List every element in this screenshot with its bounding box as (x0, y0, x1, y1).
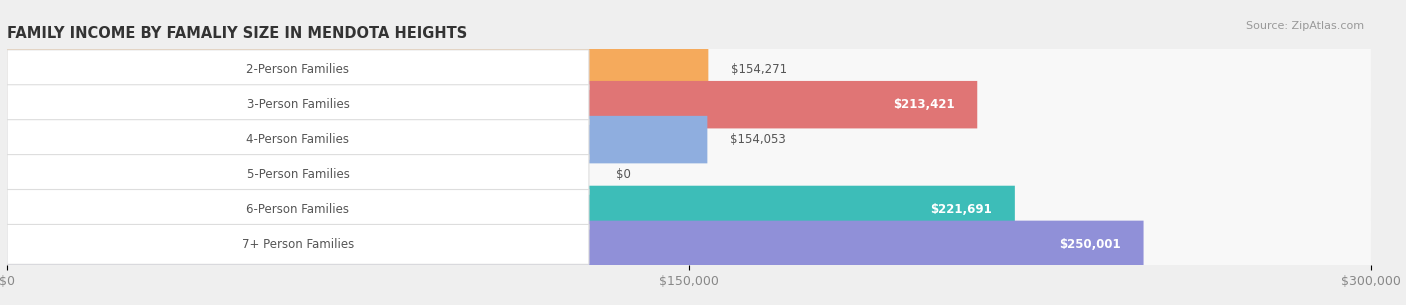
FancyBboxPatch shape (7, 155, 589, 195)
Text: Source: ZipAtlas.com: Source: ZipAtlas.com (1246, 21, 1364, 31)
Text: $154,271: $154,271 (731, 63, 787, 76)
Text: $213,421: $213,421 (893, 98, 955, 111)
FancyBboxPatch shape (7, 224, 589, 264)
Text: $0: $0 (616, 168, 631, 181)
Text: 6-Person Families: 6-Person Families (246, 203, 350, 216)
Text: 5-Person Families: 5-Person Families (246, 168, 350, 181)
Text: $154,053: $154,053 (730, 133, 786, 146)
FancyBboxPatch shape (7, 221, 1143, 268)
Text: 7+ Person Families: 7+ Person Families (242, 238, 354, 251)
Text: 3-Person Families: 3-Person Families (246, 98, 350, 111)
Text: 2-Person Families: 2-Person Families (246, 63, 350, 76)
FancyBboxPatch shape (7, 116, 1371, 163)
Text: $221,691: $221,691 (931, 203, 993, 216)
FancyBboxPatch shape (7, 151, 1371, 198)
FancyBboxPatch shape (7, 221, 1371, 268)
FancyBboxPatch shape (7, 85, 589, 125)
FancyBboxPatch shape (7, 186, 1371, 233)
Text: 4-Person Families: 4-Person Families (246, 133, 350, 146)
Text: FAMILY INCOME BY FAMALIY SIZE IN MENDOTA HEIGHTS: FAMILY INCOME BY FAMALIY SIZE IN MENDOTA… (7, 26, 467, 41)
Text: $250,001: $250,001 (1059, 238, 1121, 251)
FancyBboxPatch shape (7, 50, 589, 90)
FancyBboxPatch shape (7, 116, 707, 163)
FancyBboxPatch shape (7, 46, 709, 94)
FancyBboxPatch shape (7, 81, 977, 128)
FancyBboxPatch shape (7, 186, 1015, 233)
FancyBboxPatch shape (7, 151, 80, 198)
FancyBboxPatch shape (7, 189, 589, 229)
FancyBboxPatch shape (7, 46, 1371, 94)
FancyBboxPatch shape (7, 81, 1371, 128)
FancyBboxPatch shape (7, 120, 589, 160)
